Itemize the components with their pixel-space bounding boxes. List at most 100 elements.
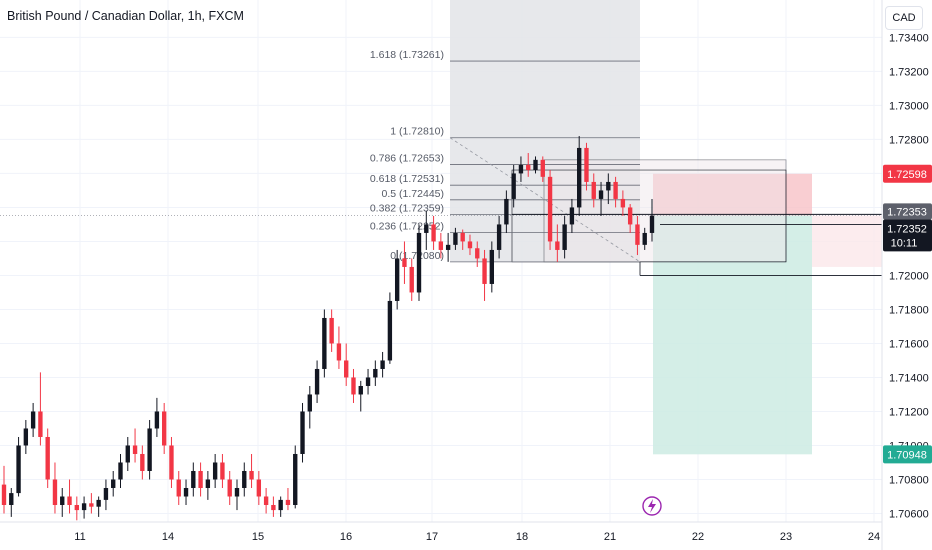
candle bbox=[344, 343, 349, 386]
candle-body bbox=[111, 479, 116, 488]
entry-price-tag-bg bbox=[883, 203, 932, 220]
candle-body bbox=[591, 181, 596, 199]
candle-body bbox=[613, 181, 618, 199]
target-price-tag-bg bbox=[883, 445, 932, 464]
candle-body bbox=[555, 241, 560, 250]
candle-body bbox=[540, 159, 545, 177]
candle-body bbox=[227, 479, 232, 497]
candle-body bbox=[482, 258, 487, 284]
candle bbox=[293, 445, 298, 509]
y-tick-label: 1.73200 bbox=[889, 66, 929, 78]
candle bbox=[416, 224, 422, 301]
candle-body bbox=[445, 244, 451, 250]
candle-body bbox=[220, 462, 225, 480]
currency-button[interactable]: CAD bbox=[885, 6, 923, 30]
fib-level-label: 0.786 (1.72653) bbox=[370, 152, 444, 164]
candle bbox=[540, 156, 545, 182]
y-tick-label: 1.73400 bbox=[889, 32, 929, 44]
candle bbox=[9, 487, 14, 517]
candle bbox=[511, 164, 516, 208]
candle bbox=[285, 487, 291, 511]
candle bbox=[118, 453, 123, 488]
candle bbox=[606, 173, 611, 205]
candle bbox=[627, 204, 633, 233]
last-price-tag-bg bbox=[883, 219, 932, 252]
candle-body bbox=[242, 470, 247, 488]
range-rectangle bbox=[543, 159, 787, 263]
x-tick-label: 14 bbox=[162, 531, 174, 543]
y-tick-label: 1.71400 bbox=[889, 372, 929, 384]
lightning-icon-bolt bbox=[648, 499, 656, 513]
candle bbox=[81, 496, 87, 519]
candle bbox=[103, 479, 109, 511]
candle-body bbox=[132, 445, 138, 454]
candle-body bbox=[271, 504, 276, 511]
candle-body bbox=[642, 232, 647, 245]
candle-body bbox=[1, 484, 7, 505]
candle bbox=[562, 215, 567, 259]
candle bbox=[263, 487, 269, 514]
candle-body bbox=[147, 428, 152, 471]
candle bbox=[613, 176, 618, 208]
candle bbox=[227, 470, 232, 505]
candle bbox=[169, 436, 174, 488]
x-tick-label: 22 bbox=[692, 531, 704, 543]
candle bbox=[60, 487, 65, 517]
candle bbox=[212, 453, 218, 488]
candle-body bbox=[96, 499, 101, 507]
candle bbox=[278, 496, 283, 517]
candle-body bbox=[52, 479, 58, 505]
candle bbox=[467, 234, 473, 256]
candle-body bbox=[606, 181, 611, 191]
fib-level-label: 1.618 (1.73261) bbox=[370, 49, 444, 61]
y-tick-label: 1.71800 bbox=[889, 304, 929, 316]
candle bbox=[74, 496, 79, 521]
candle-body bbox=[125, 445, 130, 463]
candle bbox=[642, 227, 647, 250]
candle-body bbox=[394, 258, 400, 301]
candle bbox=[555, 224, 560, 262]
candle-body bbox=[169, 445, 174, 480]
candle bbox=[424, 210, 429, 250]
candle-body bbox=[9, 493, 14, 505]
x-tick-label: 17 bbox=[426, 531, 438, 543]
candle bbox=[489, 241, 495, 293]
candle-body bbox=[81, 503, 87, 511]
candle-body bbox=[562, 224, 567, 250]
candle-body bbox=[431, 224, 436, 242]
target-price-tag: 1.70948 bbox=[887, 449, 927, 461]
candle bbox=[176, 470, 181, 505]
candle bbox=[620, 190, 626, 216]
candle bbox=[358, 380, 363, 412]
candle bbox=[649, 198, 655, 242]
candle-body bbox=[649, 215, 655, 233]
y-tick-label: 1.71200 bbox=[889, 406, 929, 418]
candle bbox=[234, 479, 240, 511]
y-tick-label: 1.72800 bbox=[889, 134, 929, 146]
fib-trend-line bbox=[449, 137, 641, 263]
candle-body bbox=[38, 411, 43, 437]
fib-level-label: 0.5 (1.72445) bbox=[382, 188, 444, 200]
candle-body bbox=[30, 411, 36, 429]
candle-body bbox=[533, 159, 538, 171]
candle-body bbox=[489, 249, 495, 284]
candle-body bbox=[460, 232, 465, 242]
candle-body bbox=[176, 479, 181, 497]
x-tick-label: 16 bbox=[340, 531, 352, 543]
entry-price-tag: 1.72353 bbox=[887, 206, 927, 218]
last-price-tag: 1.72352 bbox=[887, 223, 927, 235]
candle-body bbox=[620, 198, 626, 208]
stop-price-tag-bg bbox=[883, 164, 932, 183]
candle bbox=[365, 368, 371, 395]
candle bbox=[409, 258, 414, 301]
candle-body bbox=[380, 360, 385, 369]
candle bbox=[307, 385, 312, 429]
candle-body bbox=[256, 479, 262, 497]
candle bbox=[16, 436, 21, 497]
candle-body bbox=[518, 164, 524, 174]
candle bbox=[504, 190, 509, 233]
x-tick-label: 18 bbox=[516, 531, 528, 543]
candle bbox=[453, 227, 458, 250]
candle bbox=[475, 241, 480, 267]
